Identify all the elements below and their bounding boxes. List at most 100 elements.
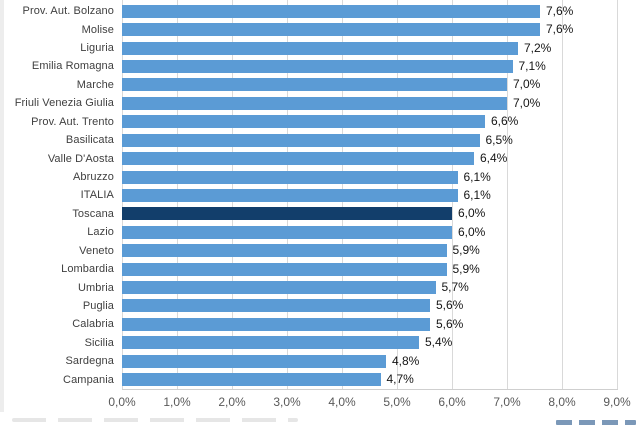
bar-row: Campania 4,7% (0, 370, 617, 388)
bar-track: 6,0% (122, 224, 617, 239)
bar (122, 152, 474, 166)
x-tick-label: 2,0% (218, 395, 246, 409)
category-label: Molise (81, 23, 114, 36)
bar-track: 7,6% (122, 3, 617, 18)
x-tick-label: 8,0% (548, 395, 576, 409)
value-label: 7,0% (513, 95, 541, 110)
bar (122, 354, 386, 368)
bar (122, 170, 458, 184)
bar-row: Sicilia 5,4% (0, 334, 617, 352)
value-label: 5,6% (436, 316, 464, 331)
value-label: 7,1% (518, 58, 546, 73)
x-tick-label: 1,0% (163, 395, 191, 409)
x-tick-label: 4,0% (328, 395, 356, 409)
category-label: Liguria (80, 42, 114, 55)
bar-row: Emilia Romagna 7,1% (0, 57, 617, 75)
x-tick-label: 5,0% (383, 395, 411, 409)
cutoff-source-logo (556, 420, 636, 425)
value-label: 6,1% (463, 169, 491, 184)
bar-track: 6,1% (122, 169, 617, 184)
bar-row: ITALIA 6,1% (0, 186, 617, 204)
x-axis-line (122, 389, 618, 390)
bar-row: Lombardia 5,9% (0, 260, 617, 278)
value-label: 6,0% (458, 224, 486, 239)
category-label: Calabria (72, 318, 114, 331)
value-label: 6,6% (491, 114, 519, 129)
bar-row: Veneto 5,9% (0, 241, 617, 259)
bar (122, 188, 458, 202)
bar-track: 5,7% (122, 280, 617, 295)
x-tick-label: 6,0% (438, 395, 466, 409)
x-tick-label: 9,0% (603, 395, 631, 409)
category-label: Valle D'Aosta (47, 152, 114, 165)
value-label: 7,6% (546, 22, 574, 37)
gridline (507, 0, 508, 389)
bar-track: 7,0% (122, 95, 617, 110)
bar-row: Liguria 7,2% (0, 39, 617, 57)
value-label: 7,0% (513, 77, 541, 92)
bar (122, 244, 447, 258)
bar-track: 6,6% (122, 114, 617, 129)
bar (122, 281, 436, 295)
cutoff-caption-text (12, 418, 298, 422)
category-label: Prov. Aut. Bolzano (22, 5, 114, 18)
category-label: Sicilia (84, 336, 114, 349)
bar-track: 5,9% (122, 244, 617, 258)
bar-track: 7,6% (122, 22, 617, 37)
bar-track: 4,8% (122, 353, 617, 368)
bar-row: Abruzzo 6,1% (0, 168, 617, 186)
x-axis-tick-labels: 0,0% 1,0% 2,0% 3,0% 4,0% 5,0% 6,0% 7,0% 8,0% 9,0% (108, 395, 630, 409)
category-label: ITALIA (80, 189, 114, 202)
bar (122, 41, 518, 55)
value-label: 4,7% (386, 372, 414, 387)
value-label: 5,9% (452, 261, 480, 276)
value-label: 5,4% (425, 335, 453, 350)
bar-track: 5,6% (122, 299, 617, 313)
bar-track: 7,1% (122, 58, 617, 73)
x-tick-label: 0,0% (108, 395, 136, 409)
gridline (562, 0, 563, 389)
bar (122, 336, 419, 350)
category-label: Veneto (79, 244, 114, 257)
bar (122, 4, 540, 18)
bar (122, 115, 485, 129)
x-tick-label: 7,0% (493, 395, 521, 409)
bar-track: 5,6% (122, 316, 617, 331)
value-label: 6,0% (458, 206, 486, 221)
category-label: Emilia Romagna (31, 60, 114, 73)
bar-track: 7,0% (122, 77, 617, 92)
bar (122, 78, 507, 92)
bar (122, 317, 430, 331)
bar (122, 133, 480, 147)
category-label: Lombardia (61, 263, 114, 276)
bar (122, 373, 381, 387)
bar (122, 96, 507, 110)
value-label: 6,5% (485, 132, 513, 147)
category-label: Abruzzo (72, 171, 114, 183)
category-label: Prov. Aut. Trento (31, 115, 114, 128)
category-label: Sardegna (65, 355, 114, 368)
bar-row: Puglia 5,6% (0, 297, 617, 315)
bar-row: Prov. Aut. Bolzano 7,6% (0, 2, 617, 20)
bar-track: 5,9% (122, 261, 617, 276)
bar (122, 262, 447, 276)
bar (122, 299, 430, 313)
category-label: Marche (76, 78, 114, 91)
bar-row: Sardegna 4,8% (0, 352, 617, 370)
category-label: Campania (63, 373, 114, 386)
bar-track: 6,0% (122, 206, 617, 221)
value-label: 5,7% (441, 280, 469, 295)
bar-track: 6,4% (122, 152, 617, 166)
value-label: 7,6% (546, 3, 574, 18)
bar (122, 23, 540, 37)
value-label: 4,8% (392, 353, 420, 368)
highlighted-bar (122, 207, 452, 221)
value-label: 7,2% (524, 40, 552, 55)
left-edge-shading (0, 0, 4, 412)
bar-row: Basilicata 6,5% (0, 131, 617, 149)
category-label: Basilicata (65, 134, 114, 147)
bar-row: Marche 7,0% (0, 76, 617, 94)
bar-row: Umbria 5,7% (0, 278, 617, 296)
bar-row: Friuli Venezia Giulia 7,0% (0, 94, 617, 112)
